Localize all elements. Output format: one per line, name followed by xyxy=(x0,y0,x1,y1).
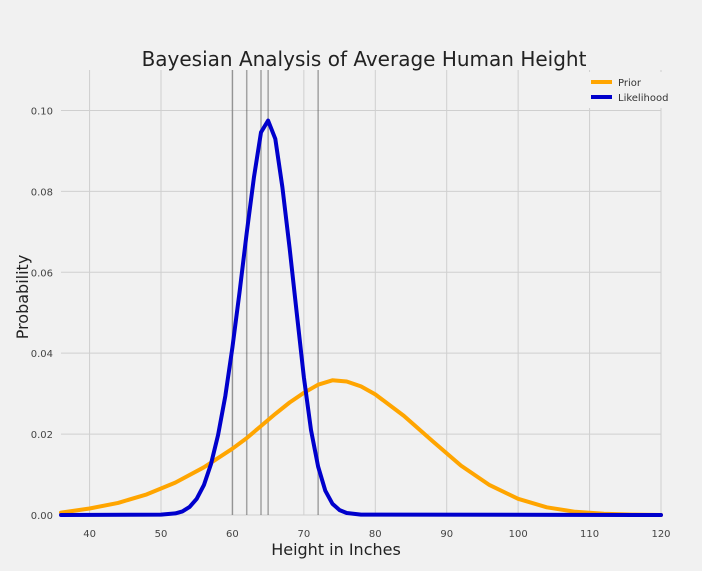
series-line-likelihood xyxy=(59,118,663,517)
x-tick-label: 90 xyxy=(440,529,453,540)
x-tick-label: 60 xyxy=(226,529,239,540)
x-tick-label: 50 xyxy=(155,529,168,540)
y-tick-label: 0.00 xyxy=(31,511,53,522)
y-tick-label: 0.04 xyxy=(31,349,53,360)
series-line-prior xyxy=(59,378,663,517)
legend-label-likelihood: Likelihood xyxy=(618,93,668,104)
y-tick-label: 0.08 xyxy=(31,187,53,198)
y-tick-label: 0.02 xyxy=(31,430,53,441)
legend-box xyxy=(585,72,665,108)
x-tick-label: 110 xyxy=(580,529,599,540)
y-tick-label: 0.10 xyxy=(31,106,53,117)
legend: Prior Likelihood xyxy=(585,72,668,108)
x-tick-label: 80 xyxy=(369,529,382,540)
x-tick-label: 100 xyxy=(509,529,528,540)
x-axis-label: Height in Inches xyxy=(271,540,401,559)
y-tick-label: 0.06 xyxy=(31,268,53,279)
plot-layer: 40 50 60 70 80 90 100 110 120 0.00 0.02 0.04 0.06 0.0… xyxy=(31,70,671,540)
y-axis-label: Probability xyxy=(13,255,32,340)
chart-title: Bayesian Analysis of Average Human Heigh… xyxy=(142,47,587,71)
x-tick-label: 120 xyxy=(651,529,670,540)
legend-label-prior: Prior xyxy=(618,78,642,89)
x-tick-label: 70 xyxy=(297,529,310,540)
x-tick-label: 40 xyxy=(83,529,96,540)
